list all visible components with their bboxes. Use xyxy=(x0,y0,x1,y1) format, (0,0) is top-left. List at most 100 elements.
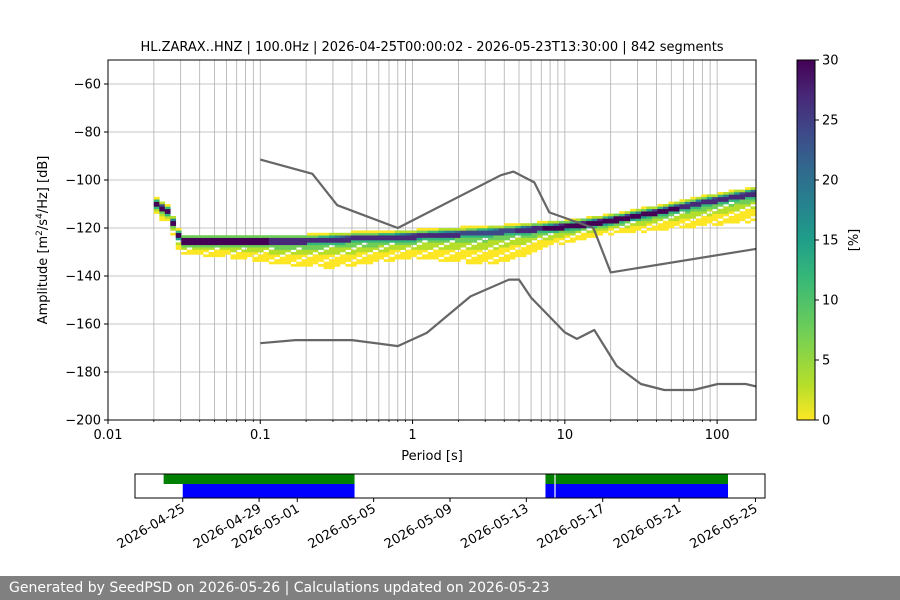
heatmap-cell xyxy=(329,249,335,253)
heatmap-cell xyxy=(175,232,182,236)
heatmap-cell xyxy=(268,261,275,265)
heatmap-cell xyxy=(318,254,324,258)
heatmap-cell xyxy=(208,247,215,250)
heatmap-cell xyxy=(504,235,510,238)
heatmap-cell xyxy=(323,264,330,267)
heatmap-cell xyxy=(712,204,718,207)
heatmap-cell xyxy=(225,237,231,241)
heatmap-cell xyxy=(186,240,193,243)
heatmap-cell xyxy=(186,252,193,255)
heatmap-cell xyxy=(274,252,281,255)
heatmap-cell xyxy=(745,208,751,212)
heatmap-cell xyxy=(602,220,609,224)
heatmap-cell xyxy=(225,244,231,248)
heatmap-cell xyxy=(443,247,450,250)
heatmap-cell xyxy=(580,237,587,241)
heatmap-cell xyxy=(230,237,237,241)
heatmap-cell xyxy=(389,244,396,248)
heatmap-cell xyxy=(159,216,166,219)
heatmap-cell xyxy=(241,240,248,243)
heatmap-cell xyxy=(553,228,560,231)
availability-bar-green xyxy=(163,474,355,484)
y-axis-label: Amplitude [m2/s4/Hz] [dB] xyxy=(35,156,51,325)
heatmap-cell xyxy=(159,211,166,214)
heatmap-cell xyxy=(350,242,357,246)
heatmap-cell xyxy=(504,259,510,262)
heatmap-cell xyxy=(400,240,406,243)
availability-bar-green xyxy=(545,474,729,484)
heatmap-cell xyxy=(515,244,521,248)
heatmap-cell xyxy=(378,254,385,258)
heatmap-cell xyxy=(345,235,352,238)
heatmap-cell xyxy=(471,240,478,243)
heatmap-cell xyxy=(361,232,368,236)
heatmap-cell xyxy=(443,230,450,234)
heatmap-cell xyxy=(547,235,554,238)
heatmap-cell xyxy=(296,249,302,253)
heatmap-cell xyxy=(613,230,620,234)
heatmap-cell xyxy=(230,235,237,238)
heatmap-cell xyxy=(438,237,445,241)
heatmap-cell xyxy=(389,247,396,250)
heatmap-cell xyxy=(569,237,576,241)
reference-models xyxy=(260,158,756,392)
heatmap-cell xyxy=(449,235,456,238)
heatmap-cell xyxy=(619,213,625,217)
heatmap-cell xyxy=(329,237,335,241)
heatmap-cell xyxy=(318,237,324,241)
heatmap-cell xyxy=(208,254,215,258)
heatmap-cell xyxy=(728,211,735,214)
heatmap-cell xyxy=(668,206,675,210)
heatmap-cell xyxy=(739,211,746,214)
heatmap-cell xyxy=(734,206,740,210)
heatmap-cell xyxy=(641,213,647,217)
heatmap-cell xyxy=(257,249,264,253)
heatmap-cell xyxy=(739,213,746,217)
heatmap-cell xyxy=(504,228,510,231)
heatmap-cell xyxy=(537,223,543,226)
heatmap-cell xyxy=(241,249,248,253)
heatmap-cell xyxy=(225,249,231,253)
heatmap-cell xyxy=(378,244,385,248)
heatmap-cell xyxy=(449,242,456,246)
heatmap-cell xyxy=(690,199,697,202)
heatmap-cell xyxy=(745,199,751,202)
heatmap-cell xyxy=(235,240,242,243)
heatmap-cell xyxy=(378,256,385,260)
heatmap-cell xyxy=(684,218,691,222)
heatmap-cell xyxy=(334,256,341,260)
heatmap-cell xyxy=(389,256,396,260)
heatmap-cell xyxy=(542,220,549,224)
heatmap-cell xyxy=(350,254,357,258)
heatmap-cell xyxy=(750,194,756,198)
heatmap-cell xyxy=(296,256,302,260)
heatmap-cell xyxy=(372,247,379,250)
heatmap-cell xyxy=(580,220,587,224)
heatmap-cell xyxy=(454,244,461,248)
heatmap-cell xyxy=(662,204,669,207)
heatmap-cell xyxy=(296,264,302,267)
heatmap-cell xyxy=(734,218,740,222)
heatmap-cell xyxy=(443,259,450,262)
heatmap-cell xyxy=(361,244,368,248)
heatmap-cell xyxy=(170,216,177,219)
heatmap-cell xyxy=(443,232,450,236)
heatmap-cell xyxy=(367,261,374,265)
heatmap-cell xyxy=(723,196,729,200)
heatmap-cell xyxy=(613,225,620,229)
heatmap-cell xyxy=(241,256,248,260)
heatmap-cell xyxy=(487,254,494,258)
colorbar-tick-label: 0 xyxy=(822,414,830,429)
heatmap-cell xyxy=(257,256,264,260)
heatmap-cell xyxy=(580,235,587,238)
heatmap-cell xyxy=(482,242,489,246)
heatmap-cell xyxy=(296,244,302,248)
heatmap-cell xyxy=(192,252,198,255)
heatmap-cell xyxy=(657,228,664,231)
heatmap-cell xyxy=(553,225,560,229)
heatmap-cell xyxy=(323,261,330,265)
heatmap-cell xyxy=(235,244,242,248)
heatmap-cell xyxy=(750,187,756,190)
heatmap-cell xyxy=(164,216,171,219)
heatmap-cell xyxy=(498,230,505,234)
